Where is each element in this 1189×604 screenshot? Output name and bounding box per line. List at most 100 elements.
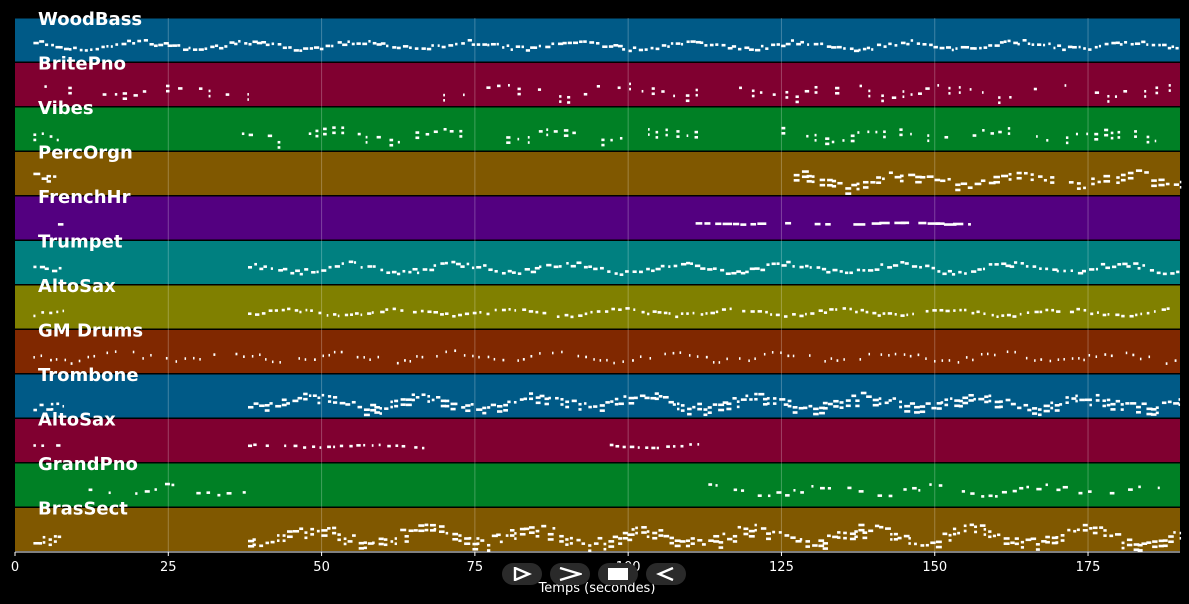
note (992, 534, 996, 538)
note (135, 492, 138, 495)
note (389, 143, 394, 147)
note (472, 547, 479, 551)
note (1091, 182, 1095, 186)
note (808, 404, 813, 408)
note (499, 540, 503, 544)
note (1154, 139, 1157, 143)
note (814, 133, 817, 137)
note (915, 180, 922, 184)
note (494, 308, 497, 312)
note (974, 530, 978, 534)
note (1030, 173, 1034, 176)
track-notes (33, 349, 1177, 365)
note (819, 183, 826, 187)
note (781, 132, 786, 135)
note (757, 222, 767, 225)
note (90, 48, 93, 51)
note (908, 542, 911, 545)
note (601, 143, 605, 147)
note (1162, 544, 1168, 548)
note (265, 43, 270, 47)
note (681, 42, 684, 46)
note (421, 446, 425, 450)
note (982, 267, 986, 271)
note (490, 42, 496, 46)
note (371, 311, 374, 314)
note (821, 267, 827, 271)
note (894, 352, 897, 356)
note (628, 396, 635, 400)
note (785, 96, 789, 99)
note (1107, 100, 1110, 103)
note (441, 45, 446, 49)
note (877, 314, 881, 317)
note (427, 395, 431, 398)
note (476, 537, 480, 540)
note (287, 307, 291, 311)
note (1054, 404, 1060, 407)
note (561, 350, 563, 354)
rewind-button[interactable] (646, 563, 686, 585)
note (1155, 406, 1159, 409)
note (1132, 353, 1135, 357)
note (452, 532, 459, 536)
note (1076, 528, 1080, 532)
note (115, 43, 119, 46)
note (1136, 410, 1141, 414)
note (1162, 272, 1167, 276)
note (1020, 262, 1024, 265)
forward-button[interactable] (550, 563, 590, 585)
note (282, 534, 286, 537)
note (444, 312, 449, 315)
note (792, 265, 795, 268)
note (1050, 181, 1055, 184)
note (1007, 127, 1011, 130)
note (1001, 314, 1005, 317)
note (378, 443, 381, 447)
note (1034, 359, 1036, 362)
note (695, 93, 698, 97)
note (1051, 308, 1055, 312)
note (1076, 182, 1081, 185)
note (632, 359, 634, 362)
note (188, 46, 191, 50)
note (633, 396, 638, 400)
note (914, 542, 917, 546)
note (1173, 183, 1180, 186)
play-button[interactable] (502, 563, 542, 585)
note (835, 308, 838, 311)
note (660, 264, 665, 268)
note (1141, 402, 1147, 406)
note (421, 393, 426, 397)
note (880, 263, 884, 266)
note (689, 443, 692, 446)
note (918, 221, 927, 225)
note (544, 402, 549, 406)
note (534, 266, 540, 270)
note (412, 267, 418, 271)
note (969, 523, 974, 527)
stop-button[interactable] (598, 563, 638, 585)
note (948, 92, 951, 95)
note (465, 404, 471, 407)
note (692, 311, 695, 315)
note (980, 352, 983, 356)
note (1121, 314, 1125, 318)
note (198, 48, 204, 51)
note (578, 402, 582, 406)
note (663, 534, 670, 538)
note (394, 404, 399, 408)
note (1013, 261, 1018, 264)
note (623, 395, 627, 398)
note (673, 264, 678, 268)
note (918, 489, 921, 492)
track-lane (15, 374, 1180, 418)
note (883, 135, 886, 139)
note (383, 543, 388, 547)
note (41, 132, 44, 135)
note (380, 42, 386, 45)
note (1043, 409, 1050, 413)
note (839, 401, 844, 404)
note (396, 46, 401, 50)
note (383, 538, 388, 541)
